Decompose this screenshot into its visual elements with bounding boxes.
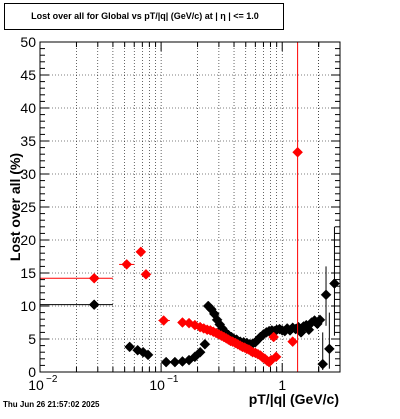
data-point xyxy=(158,315,170,326)
data-point xyxy=(323,343,335,355)
data-point xyxy=(177,317,188,328)
data-point xyxy=(142,349,154,361)
data-point xyxy=(88,299,100,311)
x-tick-exponent: −2 xyxy=(46,374,58,385)
data-series xyxy=(40,42,340,372)
data-point xyxy=(268,331,280,343)
data-point xyxy=(314,314,326,326)
title-box: Lost over all for Global vs pT/|q| (GeV/… xyxy=(4,3,284,30)
x-tick-label: 1 xyxy=(278,377,286,393)
y-tick-label: 5 xyxy=(28,331,36,347)
y-tick-label: 45 xyxy=(20,67,36,83)
data-point xyxy=(320,289,332,301)
y-tick-label: 10 xyxy=(20,298,36,314)
series-red xyxy=(40,42,303,372)
x-tick-label: 10 xyxy=(28,377,44,393)
data-point xyxy=(88,272,100,284)
x-axis-label: pT/|q| (GeV/c) xyxy=(249,391,339,407)
y-tick-label: 40 xyxy=(20,100,36,116)
data-point xyxy=(140,268,152,280)
data-point xyxy=(135,246,147,258)
chart-title: Lost over all for Global vs pT/|q| (GeV/… xyxy=(31,11,259,21)
data-point xyxy=(124,341,136,353)
data-point xyxy=(317,358,329,370)
data-point xyxy=(121,259,133,270)
y-tick-label: 15 xyxy=(20,265,36,281)
x-tick-exponent: −1 xyxy=(167,374,179,385)
data-point xyxy=(270,351,282,363)
data-point xyxy=(194,346,206,358)
y-tick-label: 25 xyxy=(20,199,36,215)
series-black xyxy=(40,226,340,371)
y-tick-label: 20 xyxy=(20,232,36,248)
data-point xyxy=(160,356,172,368)
y-tick-label: 35 xyxy=(20,133,36,149)
x-tick-label: 10 xyxy=(149,377,165,393)
data-point xyxy=(292,146,303,158)
y-tick-label: 30 xyxy=(20,166,36,182)
y-axis-label: Lost over all (%) xyxy=(7,153,23,261)
y-tick-label: 0 xyxy=(28,364,36,380)
timestamp: Thu Jun 26 21:57:02 2025 xyxy=(3,400,100,409)
y-tick-label: 50 xyxy=(20,34,36,50)
data-point xyxy=(199,338,211,350)
data-point xyxy=(287,336,299,347)
